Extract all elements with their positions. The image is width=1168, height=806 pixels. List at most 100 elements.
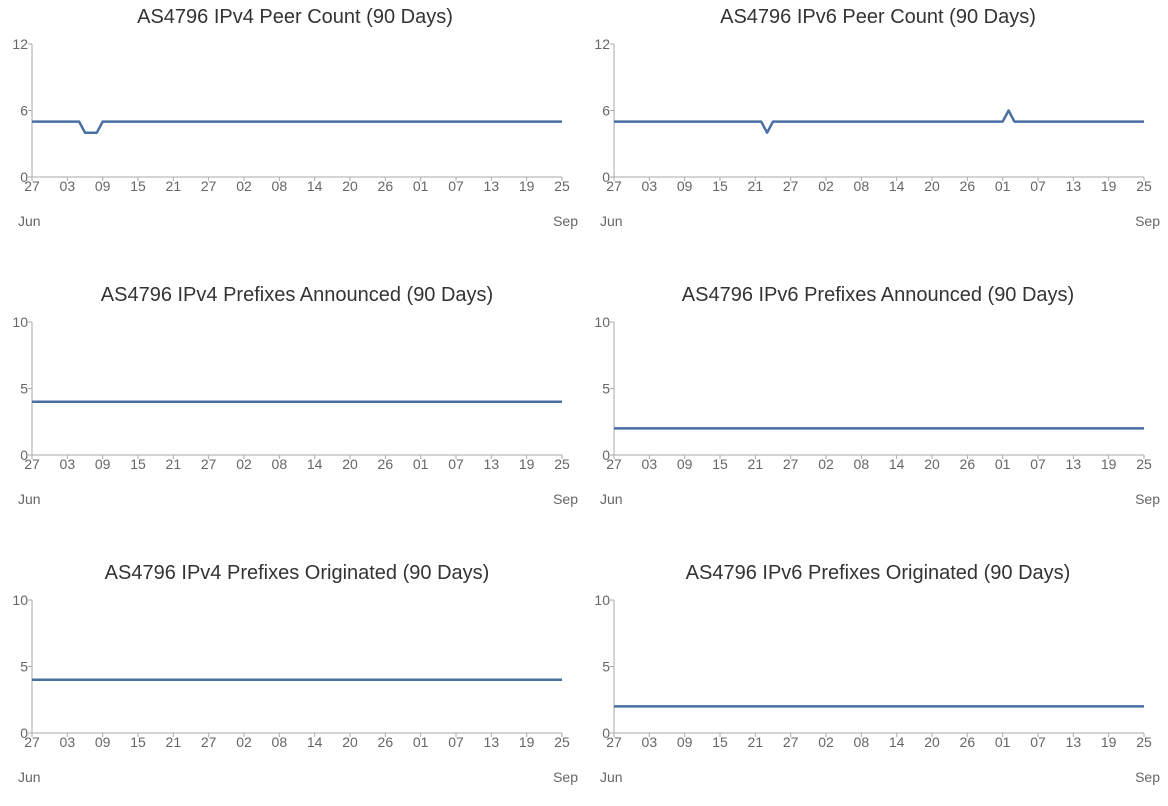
y-tick-label: 0 xyxy=(20,447,28,463)
y-tick-label: 5 xyxy=(602,381,610,397)
x-tick-label: 01 xyxy=(413,734,429,750)
x-tick-label: 02 xyxy=(236,456,252,472)
x-tick-label: 26 xyxy=(960,178,976,194)
x-tick-label: 19 xyxy=(1101,734,1117,750)
x-tick-label: 25 xyxy=(554,456,570,472)
x-tick-label: 13 xyxy=(484,734,500,750)
x-tick-label: 19 xyxy=(1101,456,1117,472)
x-tick-label: 26 xyxy=(960,734,976,750)
x-tick-label: 20 xyxy=(924,734,940,750)
x-tick-label: 08 xyxy=(272,178,288,194)
x-tick-label: 07 xyxy=(448,178,464,194)
x-tick-label: 15 xyxy=(130,734,146,750)
x-tick-label: 14 xyxy=(889,178,905,194)
x-tick-label: 03 xyxy=(60,456,76,472)
x-month-label-end: Sep xyxy=(553,769,578,785)
x-tick-label: 15 xyxy=(712,456,728,472)
x-tick-label: 27 xyxy=(201,734,217,750)
y-tick-label: 10 xyxy=(594,314,610,330)
chart-title-ipv6-peer-count: AS4796 IPv6 Peer Count (90 Days) xyxy=(720,6,1036,28)
x-tick-label: 25 xyxy=(554,178,570,194)
x-tick-label: 02 xyxy=(236,178,252,194)
x-tick-label: 08 xyxy=(272,734,288,750)
x-tick-label: 09 xyxy=(95,456,111,472)
x-tick-label: 20 xyxy=(342,178,358,194)
x-tick-label: 25 xyxy=(1136,456,1152,472)
chart-ipv6-prefixes-originated: 0 5 10 27 03 09 15 21 27 02 08 14 20 26 01 07 13 19 25 Jun S… xyxy=(594,592,1160,785)
x-tick-label: 21 xyxy=(748,734,764,750)
y-tick-label: 5 xyxy=(602,659,610,675)
y-tick-label: 6 xyxy=(602,103,610,119)
x-tick-label: 26 xyxy=(378,734,394,750)
x-tick-label: 09 xyxy=(95,178,111,194)
x-tick-label: 08 xyxy=(854,734,870,750)
series-line-0 xyxy=(32,120,562,134)
chart-title-ipv4-peer-count: AS4796 IPv4 Peer Count (90 Days) xyxy=(137,6,453,28)
x-month-label-start: Jun xyxy=(600,213,623,229)
x-tick-label: 03 xyxy=(642,734,658,750)
x-tick-label: 21 xyxy=(748,178,764,194)
x-tick-label: 19 xyxy=(519,734,535,750)
x-tick-label: 03 xyxy=(60,734,76,750)
chart-ipv4-peer-count: 0 6 12 27 03 09 15 21 27 02 08 14 20 26 01 07 13 19 25 Jun S… xyxy=(12,36,578,229)
x-tick-label: 13 xyxy=(484,178,500,194)
x-tick-label: 14 xyxy=(307,456,323,472)
x-month-label-start: Jun xyxy=(18,491,41,507)
y-tick-label: 10 xyxy=(12,314,28,330)
x-tick-label: 02 xyxy=(818,734,834,750)
x-tick-label: 02 xyxy=(818,456,834,472)
y-tick-label: 0 xyxy=(20,725,28,741)
x-tick-label: 15 xyxy=(712,734,728,750)
x-tick-label: 07 xyxy=(1030,734,1046,750)
x-month-label-start: Jun xyxy=(18,213,41,229)
x-tick-label: 21 xyxy=(166,734,182,750)
y-tick-label: 5 xyxy=(20,659,28,675)
x-tick-label: 08 xyxy=(854,178,870,194)
x-tick-label: 09 xyxy=(677,456,693,472)
chart-title-ipv6-prefixes-originated: AS4796 IPv6 Prefixes Originated (90 Days… xyxy=(685,562,1071,584)
x-month-label-start: Jun xyxy=(600,769,623,785)
x-tick-label: 09 xyxy=(95,734,111,750)
x-tick-label: 25 xyxy=(1136,178,1152,194)
x-tick-label: 07 xyxy=(448,456,464,472)
y-tick-label: 0 xyxy=(602,169,610,185)
x-tick-label: 15 xyxy=(130,178,146,194)
x-tick-label: 14 xyxy=(307,734,323,750)
y-tick-label: 5 xyxy=(20,381,28,397)
x-tick-label: 15 xyxy=(712,178,728,194)
x-tick-label: 21 xyxy=(166,456,182,472)
x-tick-label: 01 xyxy=(413,456,429,472)
x-tick-label: 01 xyxy=(995,734,1011,750)
x-tick-label: 27 xyxy=(783,734,799,750)
chart-ipv6-prefixes-announced: 0 5 10 27 03 09 15 21 27 02 08 14 20 26 01 07 13 19 25 Jun S… xyxy=(594,314,1160,507)
chart-ipv4-prefixes-originated: 0 5 10 27 03 09 15 21 27 02 08 14 20 26 01 07 13 19 25 Jun S… xyxy=(12,592,578,785)
x-month-label-end: Sep xyxy=(553,213,578,229)
x-tick-label: 19 xyxy=(519,178,535,194)
x-month-label-start: Jun xyxy=(600,491,623,507)
x-tick-label: 26 xyxy=(378,178,394,194)
y-tick-label: 0 xyxy=(20,169,28,185)
chart-title-ipv6-prefixes-announced: AS4796 IPv6 Prefixes Announced (90 Days) xyxy=(681,284,1075,306)
x-tick-label: 14 xyxy=(889,734,905,750)
x-tick-label: 03 xyxy=(642,456,658,472)
x-tick-label: 13 xyxy=(1066,456,1082,472)
x-tick-label: 25 xyxy=(1136,734,1152,750)
x-tick-label: 03 xyxy=(60,178,76,194)
x-tick-label: 27 xyxy=(606,178,622,194)
y-tick-label: 12 xyxy=(594,36,610,52)
y-tick-label: 12 xyxy=(12,36,28,52)
x-tick-label: 01 xyxy=(995,456,1011,472)
x-month-label-end: Sep xyxy=(553,491,578,507)
x-tick-label: 20 xyxy=(342,734,358,750)
y-tick-label: 6 xyxy=(20,103,28,119)
x-tick-label: 13 xyxy=(1066,178,1082,194)
x-tick-label: 27 xyxy=(201,456,217,472)
x-tick-label: 27 xyxy=(606,734,622,750)
x-tick-label: 15 xyxy=(130,456,146,472)
chart-title-ipv4-prefixes-announced: AS4796 IPv4 Prefixes Announced (90 Days) xyxy=(100,284,494,306)
x-tick-label: 07 xyxy=(1030,456,1046,472)
chart-title-ipv4-prefixes-originated: AS4796 IPv4 Prefixes Originated (90 Days… xyxy=(104,562,490,584)
x-tick-label: 09 xyxy=(677,178,693,194)
x-tick-label: 20 xyxy=(342,456,358,472)
